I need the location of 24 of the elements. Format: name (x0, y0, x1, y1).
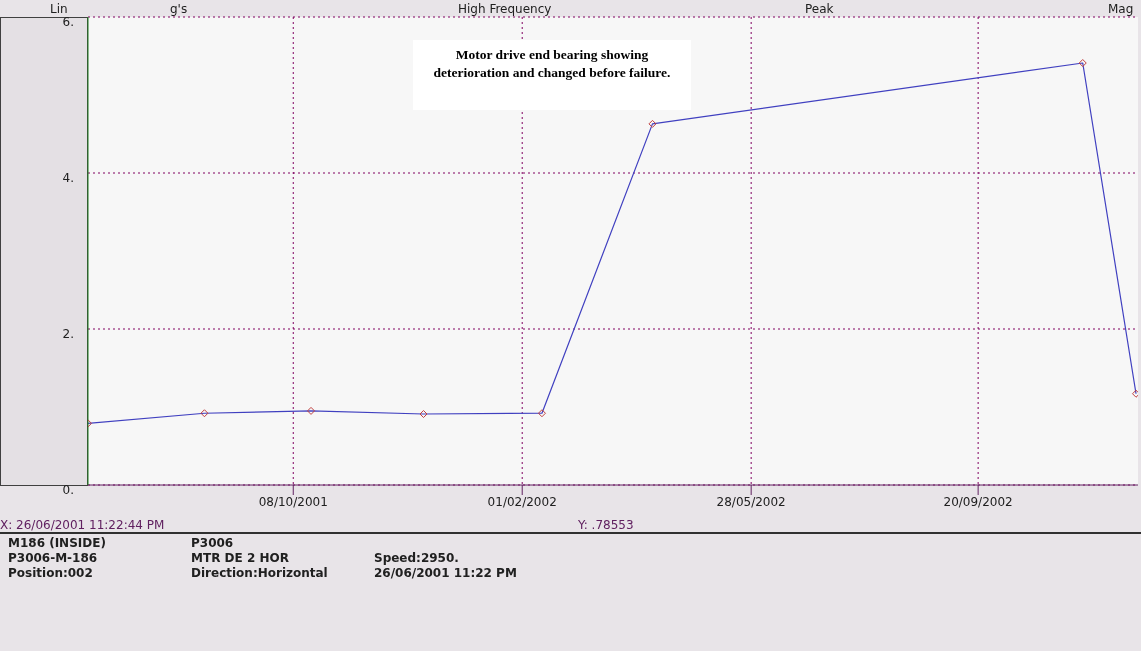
text: Peak (805, 2, 834, 16)
y-tick-label: 4. (62, 171, 74, 185)
text: Lin (50, 2, 68, 16)
y-tick-label: 0. (62, 483, 74, 497)
text: 26/06/2001 11:22 PM (374, 566, 517, 580)
y-tick-label: 6. (62, 15, 74, 29)
text: Direction:Horizontal (191, 566, 328, 580)
text: Speed:2950. (374, 551, 459, 565)
x-tick-label: 08/10/2001 (258, 494, 328, 509)
text: Position:002 (8, 566, 93, 580)
text: P3006 (191, 536, 234, 550)
text: Y: .78553 (578, 518, 634, 532)
text: X: 26/06/2001 11:22:44 PM (0, 518, 165, 532)
x-tick-label: 20/09/2002 (943, 494, 1013, 509)
note-box: Motor drive end bearing showing deterioration and changed before failure. (413, 40, 691, 110)
y-axis-title: g's (170, 2, 188, 16)
y-tick-label: 2. (62, 327, 74, 341)
text: M186 (INSIDE) (8, 536, 106, 550)
x-tick-label: 01/02/2002 (487, 494, 557, 509)
text: P3006-M-186 (8, 551, 98, 565)
text: High Frequency (458, 2, 552, 16)
text: MTR DE 2 HOR (191, 551, 289, 565)
text: Mag (1108, 2, 1134, 16)
x-tick-label: 28/05/2002 (716, 494, 786, 509)
